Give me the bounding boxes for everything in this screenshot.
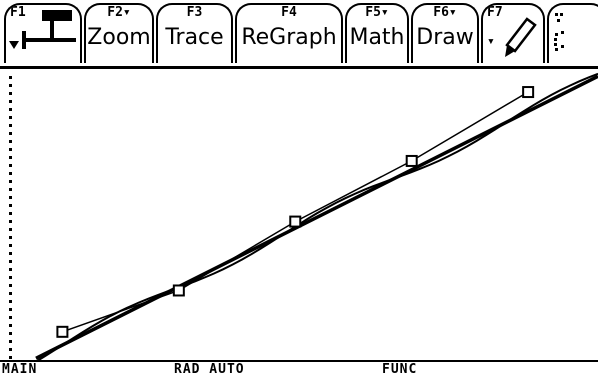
axis-dot: [9, 348, 12, 351]
toolbar-divider: [0, 66, 598, 69]
data-point-marker: [522, 86, 535, 99]
graph-canvas: [9, 72, 598, 363]
axis-dot: [9, 156, 12, 159]
axis-dot: [9, 212, 12, 215]
axis-dot: [9, 284, 12, 287]
f7-key-label: F7: [487, 5, 503, 20]
tools-icon: [9, 10, 76, 49]
axis-dot: [9, 108, 12, 111]
axis-dot: [9, 204, 12, 207]
data-point-marker: [56, 325, 69, 338]
axis-dot: [9, 340, 12, 343]
data-markers: [56, 86, 535, 338]
axis-dot: [9, 316, 12, 319]
tab-zoom[interactable]: F2▾ Zoom: [84, 3, 154, 63]
tab-f1-tools[interactable]: F1: [4, 3, 82, 63]
f3-key-label: F3: [186, 5, 203, 20]
axis-dot: [9, 116, 12, 119]
status-graph-mode: FUNC: [382, 362, 418, 377]
f1-key-label: F1: [10, 5, 26, 20]
chevron-down-icon: ▾: [487, 34, 495, 49]
axis-dot: [9, 164, 12, 167]
graph-area: [0, 70, 598, 363]
axis-dot: [9, 252, 12, 255]
f5-key-label: F5▾: [365, 5, 389, 20]
zoom-label: Zoom: [87, 25, 151, 50]
status-angle-mode: RAD AUTO: [174, 362, 245, 377]
regression-line: [35, 74, 598, 360]
status-bar: MAIN RAD AUTO FUNC: [0, 360, 598, 377]
math-label: Math: [349, 25, 405, 50]
toolbar: F1 F2▾ Zoom F3 Trace F4 ReGraph: [0, 0, 598, 70]
tab-f8[interactable]: [547, 3, 598, 63]
status-mode: MAIN: [2, 362, 38, 377]
tab-trace[interactable]: F3 Trace: [156, 3, 233, 63]
axis-dot: [9, 332, 12, 335]
axis-dot: [9, 148, 12, 151]
axis-dot: [9, 268, 12, 271]
axis-dot: [9, 324, 12, 327]
tab-math[interactable]: F5▾ Math: [345, 3, 409, 63]
y-axis: [9, 76, 12, 359]
axis-dot: [9, 76, 12, 79]
data-point-marker: [172, 284, 185, 297]
axis-dot: [9, 132, 12, 135]
axis-dot: [9, 228, 12, 231]
axis-dot: [9, 220, 12, 223]
axis-dot: [9, 292, 12, 295]
axis-dot: [9, 260, 12, 263]
axis-dot: [9, 172, 12, 175]
tab-draw[interactable]: F6▾ Draw: [411, 3, 479, 63]
f2-key-label: F2▾: [107, 5, 131, 20]
pencil-icon: [505, 17, 537, 57]
regraph-label: ReGraph: [241, 25, 337, 50]
trace-label: Trace: [165, 25, 224, 50]
f4-key-label: F4: [281, 5, 297, 20]
axis-dot: [9, 140, 12, 143]
axis-dot: [9, 196, 12, 199]
axis-dot: [9, 180, 12, 183]
axis-dot: [9, 100, 12, 103]
axis-dot: [9, 236, 12, 239]
partial-icon: [554, 13, 564, 51]
axis-dot: [9, 356, 12, 359]
axis-dot: [9, 84, 12, 87]
data-connecting-line: [62, 91, 529, 333]
data-point-marker: [289, 215, 302, 228]
draw-label: Draw: [416, 25, 474, 50]
axis-dot: [9, 92, 12, 95]
axis-dot: [9, 124, 12, 127]
axis-dot: [9, 244, 12, 247]
data-point-marker: [405, 154, 418, 167]
axis-dot: [9, 300, 12, 303]
tab-regraph[interactable]: F4 ReGraph: [235, 3, 343, 63]
axis-dot: [9, 188, 12, 191]
tab-f7-pen[interactable]: F7 ▾: [481, 3, 545, 63]
axis-dot: [9, 308, 12, 311]
axis-dot: [9, 276, 12, 279]
f6-key-label: F6▾: [433, 5, 457, 20]
